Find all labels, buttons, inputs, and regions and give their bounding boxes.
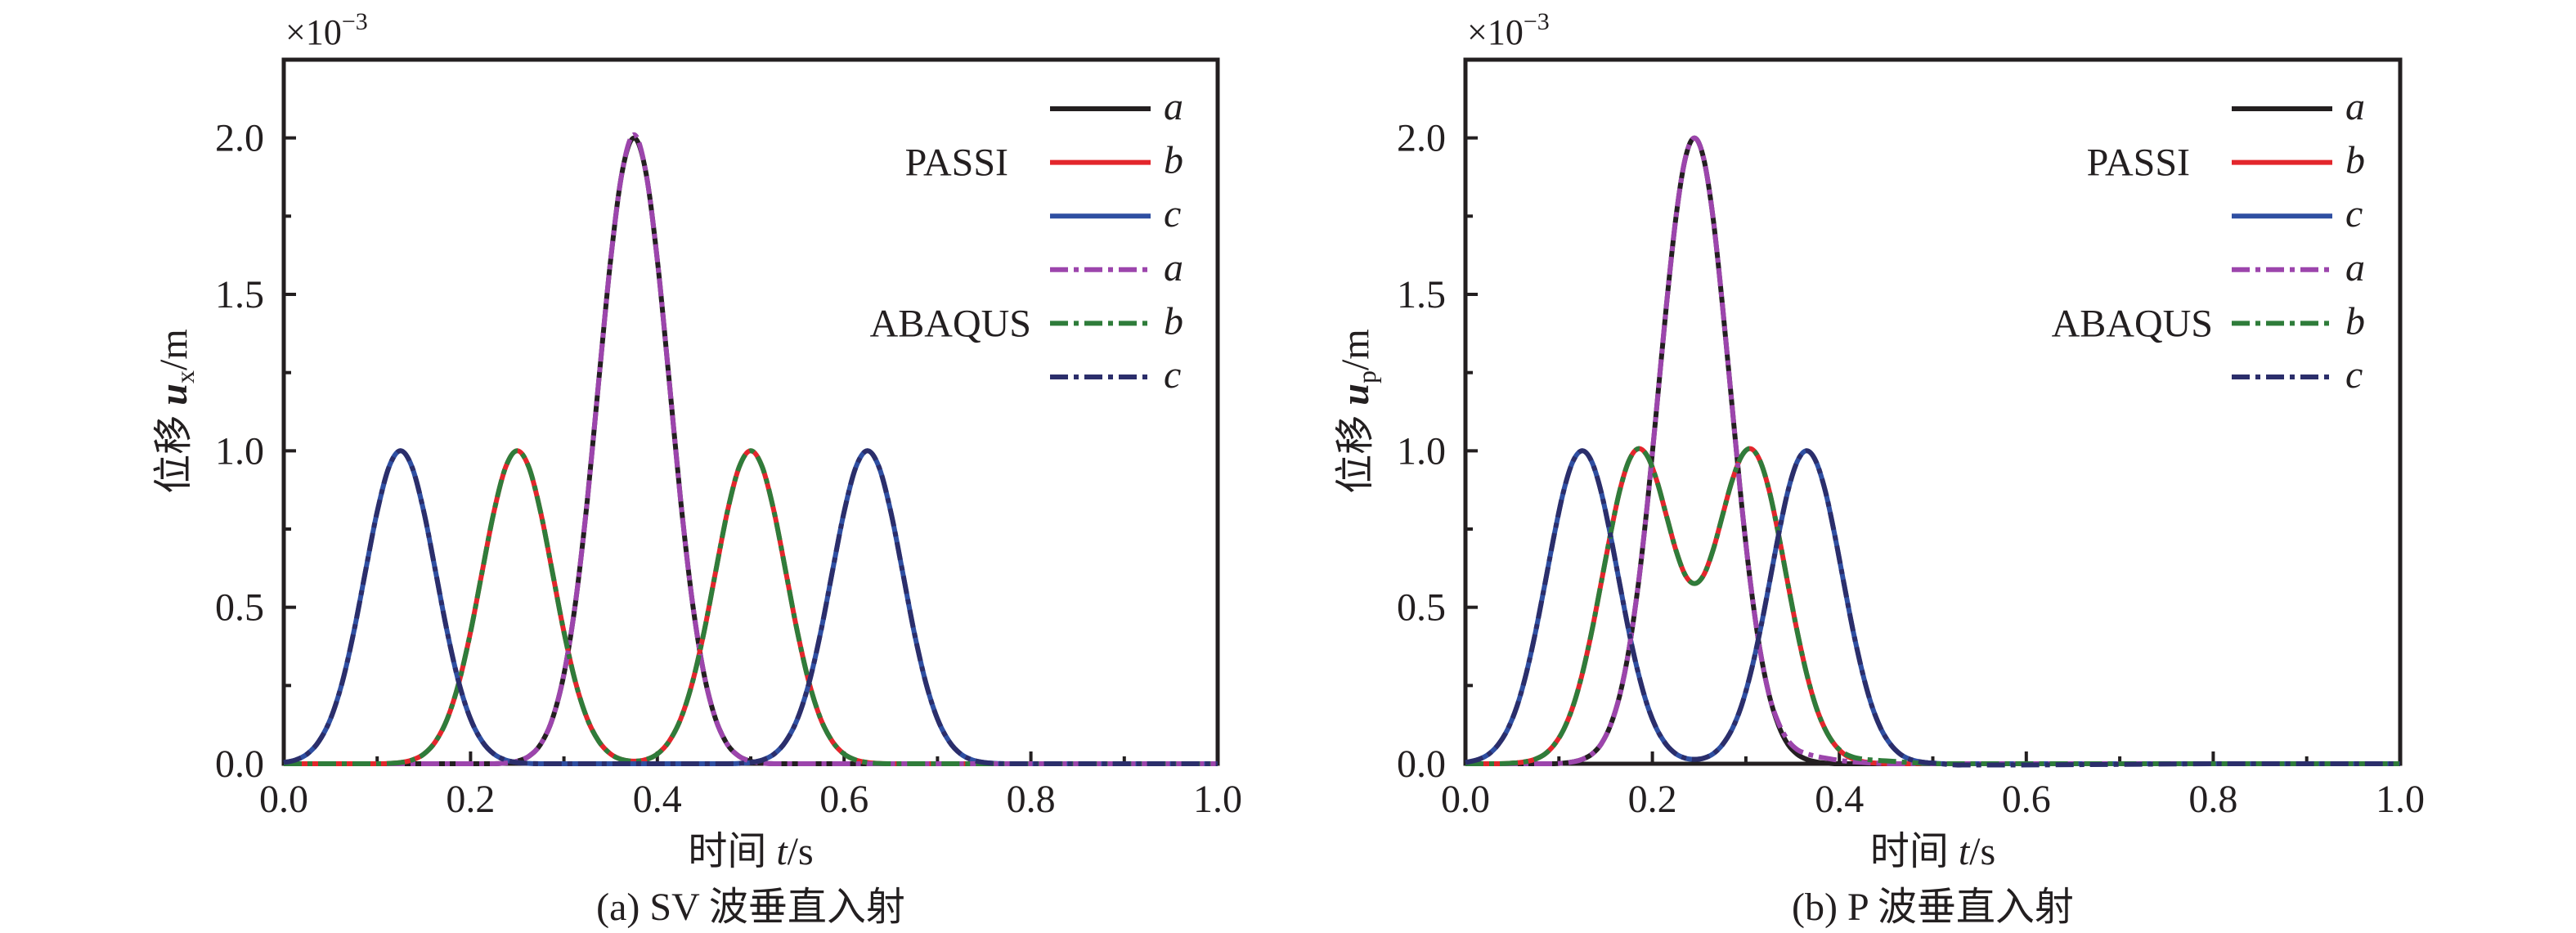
y-axis-multiplier: ×10−3 bbox=[1467, 8, 1550, 52]
y-axis-title-suffix: /m bbox=[152, 329, 195, 370]
y-tick-label: 1.0 bbox=[215, 429, 264, 473]
y-axis-title: 位移 up/m bbox=[1334, 329, 1381, 493]
y-axis-title-subscript: p bbox=[1352, 370, 1381, 384]
legend-label: a bbox=[2345, 246, 2365, 289]
x-tick-label: 0.8 bbox=[1007, 778, 1056, 821]
x-tick-label: 0.8 bbox=[2188, 778, 2237, 821]
y-tick-label: 1.5 bbox=[1397, 273, 1446, 316]
x-tick-label: 0.4 bbox=[1815, 778, 1864, 821]
x-axis-title-suffix: /s bbox=[1969, 830, 1995, 873]
legend-label: c bbox=[1164, 192, 1181, 235]
x-tick-label: 1.0 bbox=[2376, 778, 2425, 821]
legend-label: a bbox=[1164, 246, 1183, 289]
legend-label: b bbox=[2345, 139, 2365, 182]
x-axis-title-suffix: /s bbox=[788, 830, 814, 873]
y-axis-title: 位移 ux/m bbox=[152, 329, 200, 493]
chart-panel-a: 0.0 0.2 0.4 0.6 0.8 1.0 0.0 0.5 1.0 1.5 2.0 ×10−3 位移… bbox=[152, 8, 1242, 929]
legend-label: b bbox=[1164, 299, 1183, 343]
legend-entry: b bbox=[2232, 299, 2365, 343]
y-axis-title-suffix: /m bbox=[1334, 329, 1377, 370]
x-axis-title-prefix: 时间 bbox=[1870, 830, 1959, 873]
y-axis-title-variable: u bbox=[1334, 384, 1377, 406]
legend-entry: b bbox=[1050, 139, 1183, 182]
legend-group-label: PASSI bbox=[905, 141, 1008, 185]
y-axis-title-subscript: x bbox=[170, 370, 200, 384]
legend-group-label: ABAQUS bbox=[2052, 302, 2213, 345]
multiplier-exponent: −3 bbox=[1524, 8, 1550, 35]
legend-entry: b bbox=[2232, 139, 2365, 182]
multiplier-base: ×10 bbox=[1467, 12, 1524, 52]
x-tick-label: 1.0 bbox=[1193, 778, 1242, 821]
y-tick-label: 0.0 bbox=[1397, 742, 1446, 786]
series-line-passi-c bbox=[283, 448, 1218, 767]
y-axis-title-prefix: 位移 bbox=[1334, 406, 1377, 494]
x-tick-label: 0.4 bbox=[633, 778, 682, 821]
x-tick-label: 0.2 bbox=[446, 778, 495, 821]
series-line-abaqus-c bbox=[283, 448, 1218, 767]
axis-ticks bbox=[1464, 136, 2402, 765]
axes-frame bbox=[1463, 57, 2403, 766]
series-line-abaqus-a bbox=[1465, 135, 2400, 767]
multiplier-exponent: −3 bbox=[342, 8, 368, 35]
x-tick-label: 0.0 bbox=[259, 778, 308, 821]
legend-entry: a bbox=[1050, 246, 1183, 289]
chart-panel-b: 0.0 0.2 0.4 0.6 0.8 1.0 0.0 0.5 1.0 1.5 2.0 ×10−3 位移… bbox=[1334, 8, 2425, 929]
legend-entry: c bbox=[2232, 353, 2363, 397]
multiplier-base: ×10 bbox=[285, 12, 342, 52]
y-axis-multiplier: ×10−3 bbox=[285, 8, 368, 52]
series-line-abaqus-c bbox=[1465, 448, 2400, 768]
series-line-passi-b bbox=[283, 448, 1218, 767]
x-tick-label: 0.6 bbox=[2002, 778, 2051, 821]
x-axis-title: 时间 t/s bbox=[688, 830, 813, 873]
series-line-abaqus-b bbox=[1465, 446, 2400, 767]
axes-frame bbox=[281, 57, 1220, 766]
y-tick-label: 0.5 bbox=[1397, 586, 1446, 630]
legend-entry: a bbox=[2232, 246, 2365, 289]
x-axis-title-variable: t bbox=[776, 830, 788, 873]
y-tick-label: 1.0 bbox=[1397, 429, 1446, 473]
y-tick-label: 0.5 bbox=[215, 586, 264, 630]
legend-label: c bbox=[2345, 353, 2363, 397]
series-line-abaqus-b bbox=[283, 448, 1218, 767]
y-tick-label: 2.0 bbox=[1397, 117, 1446, 160]
panel-caption: (b) P 波垂直入射 bbox=[1792, 886, 2074, 929]
y-axis-title-prefix: 位移 bbox=[152, 406, 195, 494]
y-tick-label: 1.5 bbox=[215, 273, 264, 316]
x-tick-label: 0.0 bbox=[1441, 778, 1490, 821]
legend-label: c bbox=[2345, 192, 2363, 235]
x-tick-label: 0.2 bbox=[1628, 778, 1677, 821]
legend-entry: c bbox=[2232, 192, 2363, 235]
panel-caption: (a) SV 波垂直入射 bbox=[596, 886, 905, 929]
legend-entry: c bbox=[1050, 192, 1181, 235]
x-axis-title-variable: t bbox=[1959, 830, 1971, 873]
x-tick-label: 0.6 bbox=[819, 778, 868, 821]
legend-entry: a bbox=[2232, 85, 2365, 128]
x-axis-title-prefix: 时间 bbox=[688, 830, 776, 873]
legend-entry: b bbox=[1050, 299, 1183, 343]
series-line-passi-c bbox=[1465, 448, 2400, 767]
plot-series bbox=[1465, 135, 2400, 768]
series-line-passi-a bbox=[1465, 135, 2400, 767]
legend-label: b bbox=[2345, 299, 2365, 343]
plot-series bbox=[283, 132, 1218, 767]
legend-entry: c bbox=[1050, 353, 1181, 397]
legend-label: b bbox=[1164, 139, 1183, 182]
y-tick-label: 0.0 bbox=[215, 742, 264, 786]
legend-label: a bbox=[1164, 85, 1183, 128]
x-axis-title: 时间 t/s bbox=[1870, 830, 1995, 873]
legend-label: a bbox=[2345, 85, 2365, 128]
series-line-passi-b bbox=[1465, 446, 2400, 767]
legend-group-label: PASSI bbox=[2087, 141, 2190, 185]
y-axis-title-variable: u bbox=[152, 384, 195, 406]
legend-group-label: ABAQUS bbox=[870, 302, 1031, 345]
legend-label: c bbox=[1164, 353, 1181, 397]
y-tick-label: 2.0 bbox=[215, 117, 264, 160]
legend-entry: a bbox=[1050, 85, 1183, 128]
